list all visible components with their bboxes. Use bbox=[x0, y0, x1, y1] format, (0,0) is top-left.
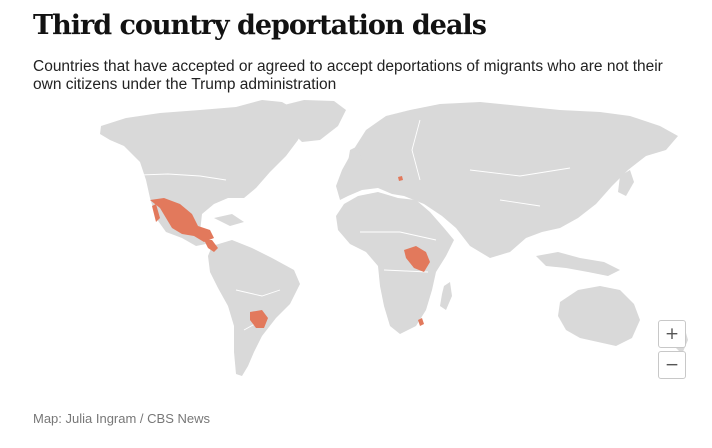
africa-borders bbox=[360, 231, 437, 273]
uk-land bbox=[348, 146, 362, 168]
south-america-land bbox=[208, 240, 300, 376]
central-america-region[interactable] bbox=[204, 240, 218, 252]
eswatini-region[interactable] bbox=[418, 318, 424, 326]
paraguay-region[interactable] bbox=[250, 310, 268, 328]
greenland-land bbox=[280, 100, 346, 142]
canada-us-border bbox=[111, 173, 227, 181]
mexico-region[interactable] bbox=[150, 198, 214, 242]
land-layer bbox=[100, 100, 688, 376]
zoom-in-button[interactable]: + bbox=[658, 320, 686, 348]
zoom-out-button[interactable]: − bbox=[658, 351, 686, 379]
madagascar-land bbox=[440, 282, 452, 310]
map-subtitle: Countries that have accepted or agreed t… bbox=[33, 58, 663, 93]
eurasia-land bbox=[336, 102, 678, 258]
caribbean-land bbox=[214, 214, 244, 226]
japan-land bbox=[618, 170, 634, 196]
borders-layer bbox=[111, 119, 571, 331]
baja-california-region[interactable] bbox=[152, 204, 160, 222]
asia-borders bbox=[469, 167, 571, 207]
australia-land bbox=[558, 286, 640, 346]
east-africa-region[interactable] bbox=[404, 246, 430, 272]
map-title: Third country deportation deals bbox=[33, 10, 487, 41]
europe-asia-border bbox=[411, 119, 421, 181]
map-credit: Map: Julia Ingram / CBS News bbox=[33, 411, 211, 426]
north-america-land bbox=[100, 100, 304, 246]
kosovo-region[interactable] bbox=[398, 176, 403, 181]
world-map[interactable] bbox=[0, 96, 712, 402]
africa-land bbox=[336, 192, 454, 334]
highlighted-countries bbox=[150, 176, 430, 328]
indonesia-land bbox=[536, 252, 620, 276]
